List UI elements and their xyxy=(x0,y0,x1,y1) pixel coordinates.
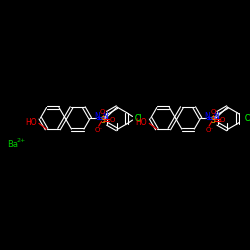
Text: N: N xyxy=(103,112,108,121)
Text: O: O xyxy=(205,127,211,133)
Text: O: O xyxy=(210,109,216,115)
Text: ⁻: ⁻ xyxy=(99,128,102,134)
Text: N: N xyxy=(204,112,210,121)
Text: ⁻: ⁻ xyxy=(209,128,212,134)
Text: 2+: 2+ xyxy=(16,138,26,143)
Text: HO: HO xyxy=(136,118,147,127)
Text: O: O xyxy=(110,117,115,123)
Text: Cl: Cl xyxy=(134,114,142,123)
Text: N: N xyxy=(94,112,100,121)
Text: ⁻: ⁻ xyxy=(215,110,218,115)
Text: Ba: Ba xyxy=(7,140,18,149)
Text: ⁻: ⁻ xyxy=(105,110,108,115)
Text: N: N xyxy=(213,112,219,121)
Text: S: S xyxy=(100,116,105,125)
Text: O: O xyxy=(220,117,225,123)
Text: S: S xyxy=(210,116,215,125)
Text: HO: HO xyxy=(25,118,37,127)
Text: Cl: Cl xyxy=(245,114,250,123)
Text: O: O xyxy=(95,127,100,133)
Text: O: O xyxy=(100,109,105,115)
Text: Cl: Cl xyxy=(134,114,142,123)
Text: Cl: Cl xyxy=(245,114,250,123)
